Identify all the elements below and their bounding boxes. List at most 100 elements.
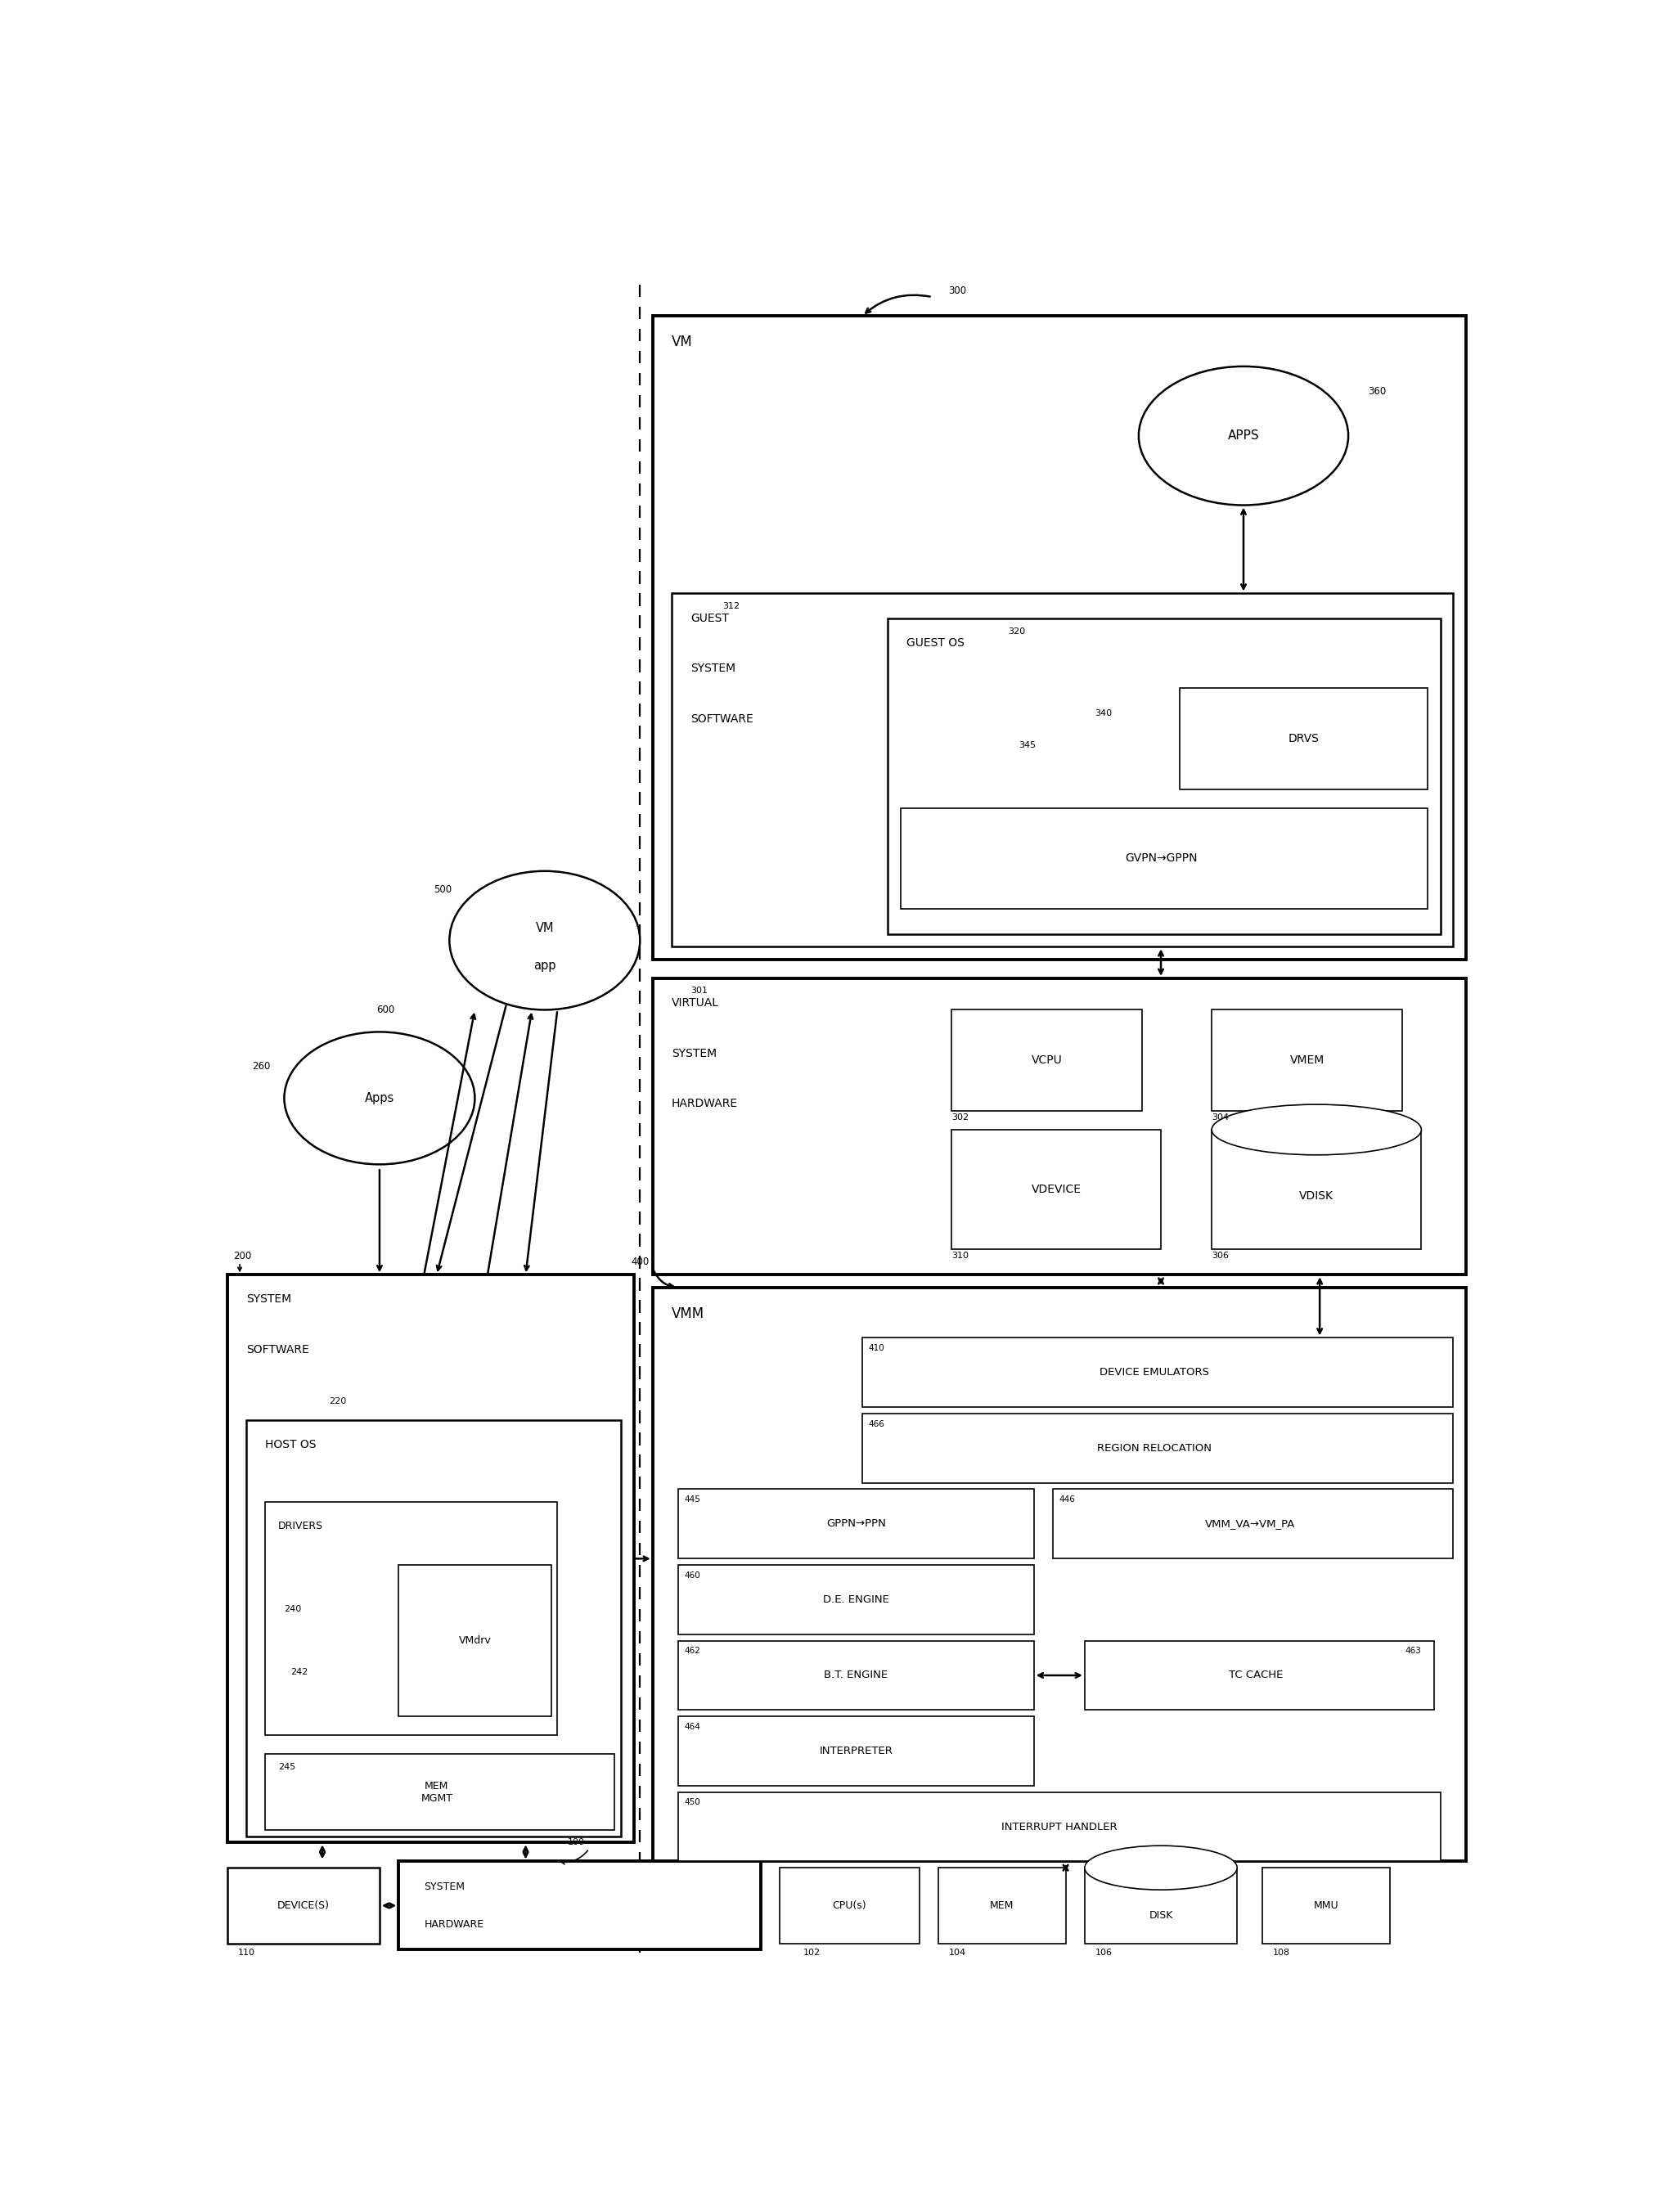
Text: D.E. ENGINE: D.E. ENGINE	[824, 1595, 889, 1606]
Text: 304: 304	[1211, 1113, 1230, 1121]
Text: 360: 360	[1368, 387, 1386, 396]
Bar	[226, 1867, 379, 1944]
Text: INTERPRETER: INTERPRETER	[819, 1745, 894, 1756]
Text: 306: 306	[1211, 1252, 1230, 1261]
Bar	[1263, 1867, 1389, 1944]
Text: 462: 462	[684, 1648, 701, 1655]
Text: 446: 446	[1060, 1495, 1075, 1504]
Text: VMM: VMM	[672, 1307, 704, 1321]
Text: 312: 312	[722, 602, 740, 611]
Text: SOFTWARE: SOFTWARE	[246, 1345, 310, 1356]
Text: DRVS: DRVS	[1288, 732, 1320, 743]
Text: 450: 450	[684, 1798, 701, 1807]
Text: 340: 340	[1095, 710, 1112, 717]
Text: HARDWARE: HARDWARE	[672, 1097, 739, 1110]
Bar	[1053, 1489, 1453, 1559]
Text: DISK: DISK	[1148, 1909, 1173, 1920]
Text: VMEM: VMEM	[1290, 1055, 1325, 1066]
Text: 108: 108	[1273, 1949, 1290, 1958]
Text: 345: 345	[1018, 741, 1037, 750]
Bar	[652, 1287, 1466, 1863]
Text: INTERRUPT HANDLER: INTERRUPT HANDLER	[1002, 1820, 1117, 1832]
Text: 245: 245	[278, 1763, 295, 1772]
Text: MEM
MGMT: MEM MGMT	[421, 1781, 453, 1803]
Text: app: app	[534, 960, 556, 971]
Text: VDISK: VDISK	[1300, 1190, 1335, 1201]
Text: VIRTUAL: VIRTUAL	[672, 998, 719, 1009]
Bar	[399, 1863, 760, 1949]
Bar	[780, 1867, 920, 1944]
Bar	[679, 1641, 1033, 1710]
Text: GUEST OS: GUEST OS	[907, 637, 965, 648]
Text: DEVICE(S): DEVICE(S)	[278, 1900, 329, 1911]
Text: VCPU: VCPU	[1032, 1055, 1062, 1066]
Bar	[399, 1564, 551, 1717]
Bar	[1180, 688, 1428, 790]
Bar	[246, 1420, 621, 1836]
Text: 106: 106	[1095, 1949, 1112, 1958]
Bar	[952, 1130, 1161, 1250]
Bar	[679, 1792, 1441, 1863]
Bar	[938, 1867, 1065, 1944]
Ellipse shape	[1085, 1845, 1236, 1889]
Bar	[1085, 1867, 1236, 1944]
Text: VDEVICE: VDEVICE	[1032, 1183, 1082, 1194]
Text: 500: 500	[434, 885, 453, 896]
Text: 260: 260	[253, 1062, 271, 1073]
Text: 445: 445	[684, 1495, 701, 1504]
Bar	[652, 978, 1466, 1274]
Text: 300: 300	[948, 285, 967, 296]
Bar	[952, 1011, 1142, 1110]
Text: 240: 240	[285, 1606, 301, 1613]
Text: 104: 104	[948, 1949, 967, 1958]
Bar	[887, 619, 1441, 933]
Text: VM: VM	[536, 922, 554, 933]
Text: B.T. ENGINE: B.T. ENGINE	[824, 1670, 889, 1681]
Bar	[679, 1489, 1033, 1559]
Text: 464: 464	[684, 1723, 701, 1730]
Text: GPPN→PPN: GPPN→PPN	[825, 1520, 885, 1528]
Text: 301: 301	[691, 987, 707, 995]
Bar	[679, 1564, 1033, 1635]
Text: VMdrv: VMdrv	[459, 1635, 491, 1646]
Bar	[226, 1274, 634, 1843]
Text: SYSTEM: SYSTEM	[246, 1294, 291, 1305]
Text: APPS: APPS	[1228, 429, 1260, 442]
Text: DEVICE EMULATORS: DEVICE EMULATORS	[1100, 1367, 1210, 1378]
Text: Apps: Apps	[364, 1093, 394, 1104]
Text: 242: 242	[291, 1668, 308, 1677]
Text: 466: 466	[869, 1420, 885, 1429]
Bar	[900, 807, 1428, 909]
Text: VMM_VA→VM_PA: VMM_VA→VM_PA	[1205, 1520, 1295, 1528]
Text: 100: 100	[567, 1838, 586, 1847]
Text: SYSTEM: SYSTEM	[672, 1048, 717, 1060]
Text: 200: 200	[233, 1250, 251, 1261]
Text: 410: 410	[869, 1345, 885, 1352]
Ellipse shape	[285, 1031, 474, 1164]
Text: 110: 110	[238, 1949, 255, 1958]
Text: 320: 320	[1008, 628, 1025, 635]
Text: REGION RELOCATION: REGION RELOCATION	[1097, 1442, 1211, 1453]
Text: VM: VM	[672, 334, 692, 349]
Text: 400: 400	[631, 1256, 649, 1267]
Bar	[679, 1717, 1033, 1785]
Text: 302: 302	[952, 1113, 968, 1121]
Text: 600: 600	[376, 1004, 394, 1015]
Text: HOST OS: HOST OS	[265, 1438, 316, 1451]
Text: GVPN→GPPN: GVPN→GPPN	[1125, 852, 1196, 865]
Text: HARDWARE: HARDWARE	[424, 1920, 484, 1929]
Text: CPU(s): CPU(s)	[832, 1900, 867, 1911]
Text: MMU: MMU	[1313, 1900, 1338, 1911]
Text: MEM: MEM	[990, 1900, 1013, 1911]
Text: 460: 460	[684, 1571, 701, 1579]
Text: DRIVERS: DRIVERS	[278, 1522, 323, 1531]
Bar	[1211, 1130, 1421, 1250]
Text: 463: 463	[1404, 1648, 1421, 1655]
Bar	[265, 1754, 614, 1829]
Text: 220: 220	[329, 1396, 346, 1405]
Bar	[652, 316, 1466, 960]
Bar	[1211, 1011, 1403, 1110]
Text: 310: 310	[952, 1252, 968, 1261]
Text: 102: 102	[802, 1949, 820, 1958]
Bar	[1085, 1641, 1434, 1710]
